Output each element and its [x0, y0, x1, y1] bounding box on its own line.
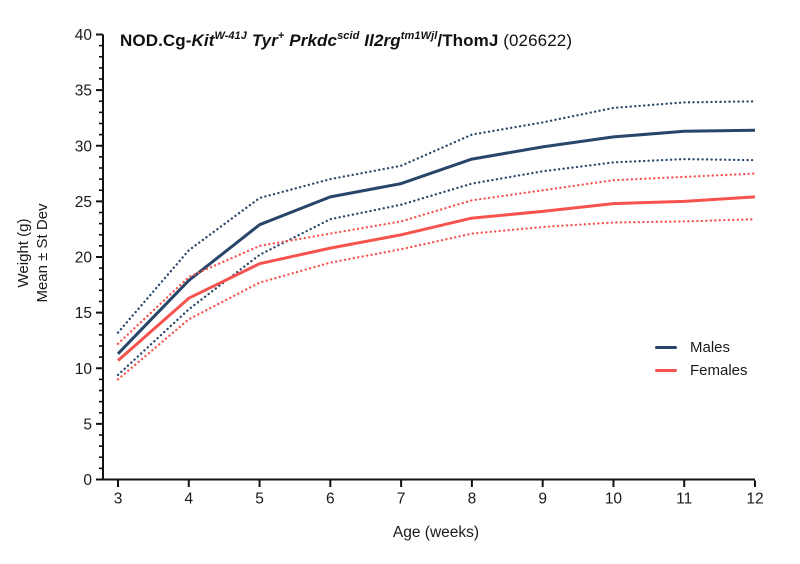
x-tick-label: 4 [184, 491, 193, 508]
series-females-mean [117, 195, 756, 362]
title-segment: Kit [191, 31, 215, 50]
x-tick-label: 3 [114, 491, 123, 508]
y-tick-label: 20 [75, 250, 93, 267]
y-tick-label: 35 [75, 83, 92, 100]
x-tick-label: 12 [746, 491, 763, 508]
title-segment: Tyr [247, 31, 278, 50]
series-males-mean-plus-sd [116, 100, 757, 334]
y-axis-label-line2: Mean ± St Dev [34, 203, 51, 303]
series-males-mean-minus-sd [116, 157, 757, 377]
y-tick-label: 10 [75, 361, 93, 378]
y-tick-label: 0 [83, 472, 92, 489]
legend-item-females: Females [655, 359, 748, 382]
x-tick-label: 10 [605, 491, 623, 508]
y-tick-label: 30 [75, 138, 93, 155]
series-females-mean-minus-sd [116, 218, 757, 381]
legend: Males Females [655, 336, 748, 382]
axes [102, 34, 755, 481]
x-tick-label: 5 [255, 491, 264, 508]
legend-swatch-females [655, 369, 677, 372]
y-tick-label: 40 [75, 27, 93, 44]
legend-swatch-males [655, 346, 677, 349]
title-segment: Prkdc [284, 31, 338, 50]
x-tick-label: 9 [538, 491, 547, 508]
x-tick-label: 7 [397, 491, 406, 508]
series-males-mean [116, 128, 756, 355]
legend-label: Females [690, 362, 748, 379]
title-segment: Il2rg [359, 31, 401, 50]
series-females-mean-plus-sd [116, 172, 757, 345]
y-axis-label: Weight (g) Mean ± St Dev [14, 203, 52, 302]
y-axis-ticks: 0 5 10 15 20 25 30 35 40 [75, 27, 103, 489]
title-segment: tm1Wjl [400, 30, 438, 42]
legend-item-males: Males [655, 336, 748, 359]
title-segment: W-41J [214, 30, 247, 42]
x-tick-label: 11 [676, 491, 692, 508]
y-tick-label: 15 [75, 305, 92, 322]
y-tick-label: 25 [75, 194, 92, 211]
x-tick-label: 8 [468, 491, 477, 508]
chart-title: NOD.Cg-KitW-41J Tyr+ Prkdcscid Il2rgtm1W… [120, 30, 572, 51]
title-segment: NOD.Cg- [120, 31, 192, 50]
y-axis-label-line1: Weight (g) [15, 218, 32, 288]
x-axis-ticks: 3 4 5 6 7 8 9 10 11 12 [114, 480, 764, 508]
title-segment: scid [337, 30, 360, 42]
y-axis-minor-ticks [99, 44, 103, 470]
legend-label: Males [690, 339, 731, 356]
x-tick-label: 6 [326, 491, 335, 508]
x-axis-label: Age (weeks) [392, 524, 480, 541]
title-segment: (026622) [498, 31, 573, 50]
y-tick-label: 5 [83, 416, 92, 433]
title-segment: /ThomJ [437, 31, 499, 50]
title-segment: + [277, 30, 285, 42]
